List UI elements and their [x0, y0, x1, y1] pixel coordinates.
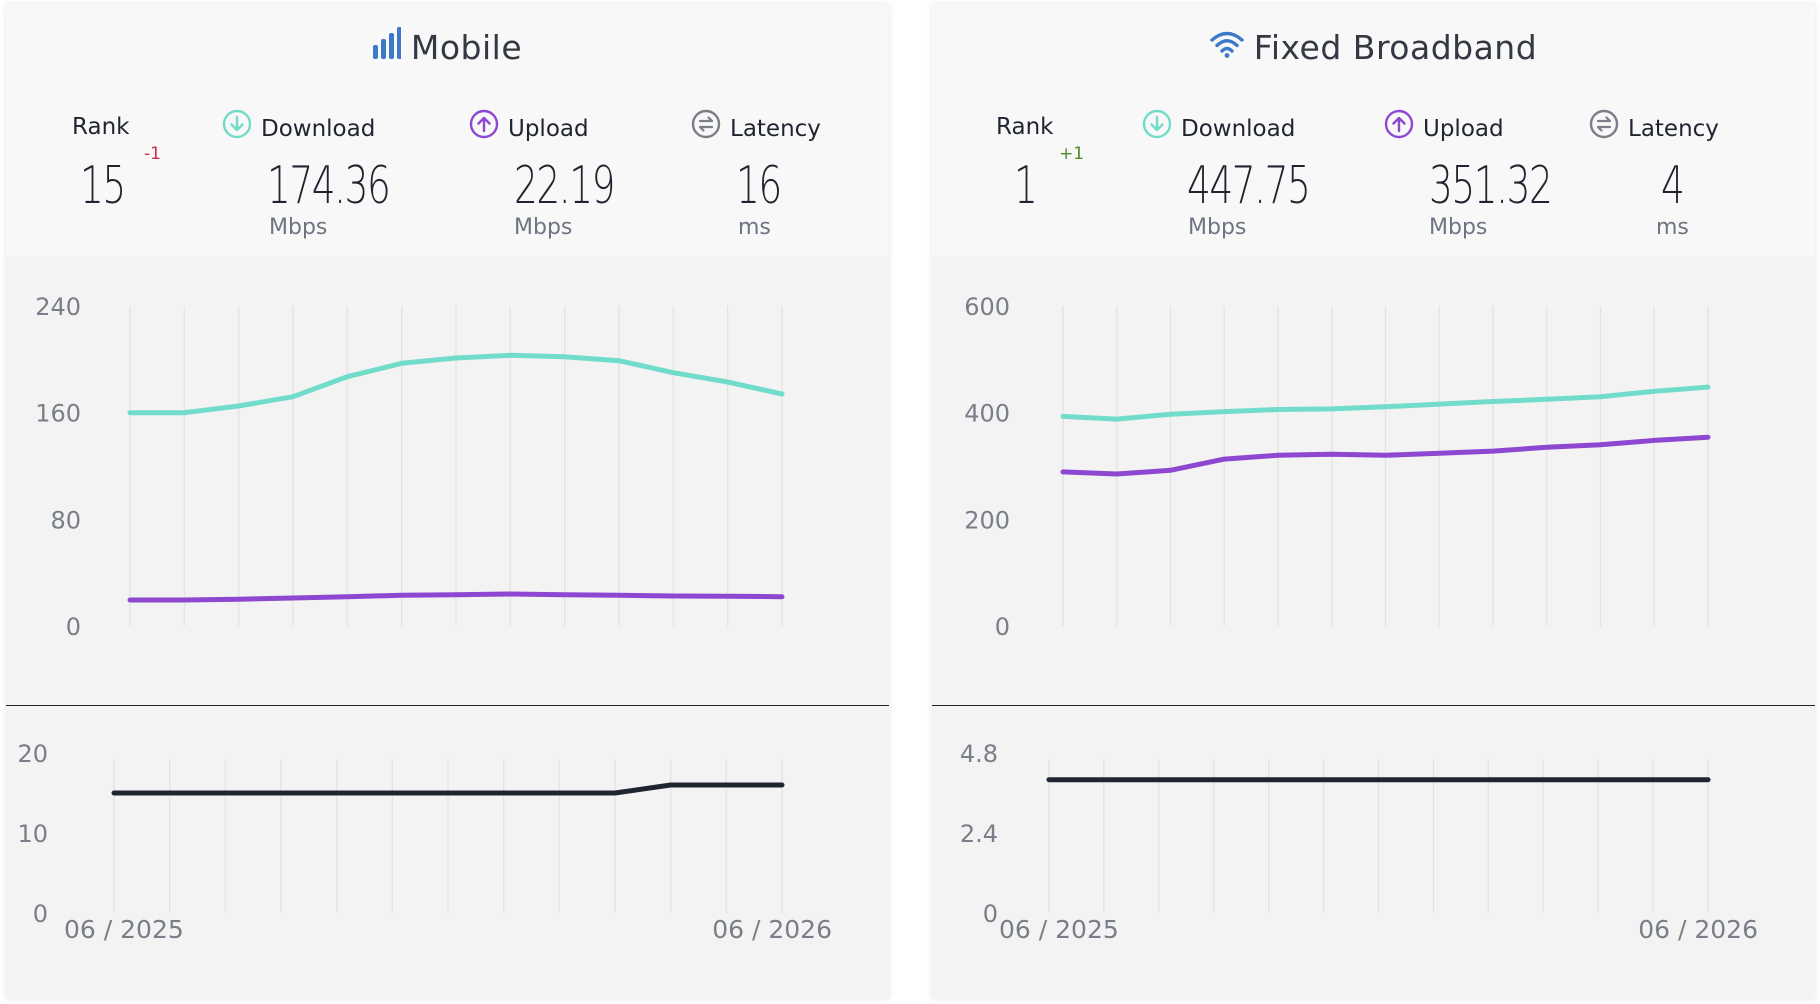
download-header: Download [222, 109, 376, 145]
mobile-panel: Mobile Rank 15 -1 Download 174.36 Mbps U… [6, 4, 889, 999]
upload-series-line [127, 591, 785, 603]
upload-label: Upload [508, 116, 589, 142]
chart-divider [932, 705, 1815, 706]
x-end-date-label: 06 / 2026 [712, 915, 832, 944]
upload-arrow-icon [469, 109, 499, 145]
x-end-date-label: 06 / 2026 [1638, 915, 1758, 944]
latency-unit: ms [738, 215, 771, 240]
download-unit: Mbps [269, 215, 328, 240]
upload-unit: Mbps [1429, 215, 1488, 240]
mobile-latency-chart: 0 10 20 06 / 2025 06 / 2026 [17, 740, 832, 944]
download-arrow-icon [1142, 109, 1172, 145]
latency-label: Latency [730, 116, 821, 142]
fixed-title-text: Fixed Broadband [1253, 28, 1538, 67]
download-arrow-icon [222, 109, 252, 145]
upload-series-line [1060, 434, 1711, 477]
rank-change: +1 [1059, 144, 1085, 164]
x-start-date-label: 06 / 2025 [64, 915, 184, 944]
mobile-panel-title: Mobile [6, 26, 889, 67]
y-tick-label: 4.8 [960, 740, 998, 768]
y-tick-label: 0 [66, 613, 81, 641]
download-value: 447.75 [1187, 156, 1311, 216]
download-series-line [127, 352, 785, 416]
upload-arrow-icon [1384, 109, 1414, 145]
download-series-line [1060, 384, 1711, 422]
y-tick-label: 200 [964, 506, 1010, 534]
chart-divider [6, 705, 889, 706]
fixed-panel-title: Fixed Broadband [932, 28, 1815, 67]
download-label: Download [1181, 116, 1296, 142]
rank-label: Rank [996, 114, 1054, 140]
upload-value: 22.19 [514, 156, 615, 216]
y-tick-label: 160 [35, 400, 81, 428]
latency-arrows-icon [691, 109, 721, 145]
mobile-title-text: Mobile [410, 28, 523, 67]
download-header: Download [1142, 109, 1296, 145]
wifi-icon [1210, 27, 1244, 66]
latency-header: Latency [691, 109, 821, 145]
fixed-latency-chart: 0 2.4 4.8 06 / 2025 06 / 2026 [960, 740, 1758, 944]
upload-header: Upload [1384, 109, 1504, 145]
x-start-date-label: 06 / 2025 [999, 915, 1119, 944]
rank-label: Rank [72, 114, 130, 140]
y-tick-label: 0 [995, 613, 1010, 641]
latency-arrows-icon [1589, 109, 1619, 145]
latency-header: Latency [1589, 109, 1719, 145]
rank-change: -1 [144, 144, 161, 164]
fixed-speed-chart: 0 200 400 600 [964, 293, 1711, 641]
y-tick-label: 0 [33, 900, 48, 928]
download-value: 174.36 [267, 156, 391, 216]
rank-value: 1 [1014, 156, 1038, 216]
signal-bars-icon [372, 26, 402, 67]
y-tick-label: 400 [964, 400, 1010, 428]
fixed-panel-header: Fixed Broadband Rank 1 +1 Download 447.7… [932, 4, 1815, 256]
mobile-panel-header: Mobile Rank 15 -1 Download 174.36 Mbps U… [6, 4, 889, 256]
upload-unit: Mbps [514, 215, 573, 240]
mobile-speed-chart: 0 80 160 240 [35, 293, 785, 641]
y-tick-label: 600 [964, 293, 1010, 321]
latency-label: Latency [1628, 116, 1719, 142]
upload-header: Upload [469, 109, 589, 145]
latency-series-line [111, 782, 785, 796]
rank-value: 15 [80, 156, 126, 216]
y-tick-label: 0 [983, 900, 998, 928]
download-unit: Mbps [1188, 215, 1247, 240]
y-tick-label: 2.4 [960, 820, 998, 848]
y-tick-label: 80 [50, 506, 81, 534]
y-tick-label: 240 [35, 293, 81, 321]
upload-label: Upload [1423, 116, 1504, 142]
latency-value: 4 [1661, 156, 1685, 216]
latency-unit: ms [1656, 215, 1689, 240]
fixed-broadband-panel: Fixed Broadband Rank 1 +1 Download 447.7… [932, 4, 1815, 999]
y-tick-label: 20 [17, 740, 48, 768]
y-tick-label: 10 [17, 820, 48, 848]
latency-value: 16 [736, 156, 782, 216]
upload-value: 351.32 [1429, 156, 1553, 216]
download-label: Download [261, 116, 376, 142]
